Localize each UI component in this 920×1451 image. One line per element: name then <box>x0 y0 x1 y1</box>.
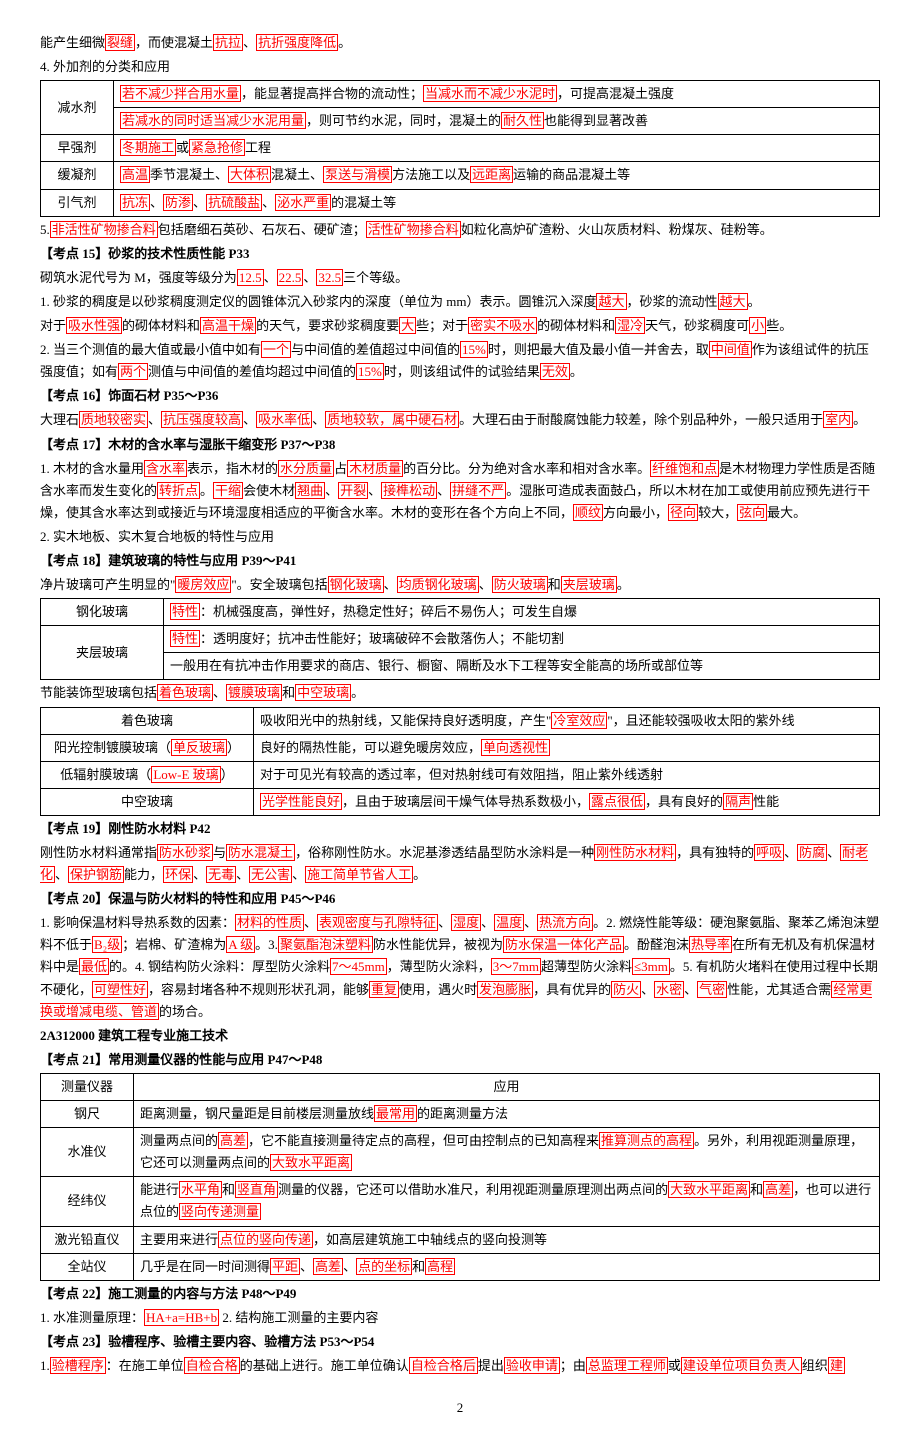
kd19-body: 刚性防水材料通常指防水砂浆与防水混凝土，俗称刚性防水。水泥基渗透结晶型防水涂料是… <box>40 842 880 886</box>
kd16-title: 【考点 16】饰面石材 P35～P36 <box>40 385 880 407</box>
kd23-body: 1.验槽程序：在施工单位自检合格的基础上进行。施工单位确认自检合格后提出验收申请… <box>40 1355 880 1377</box>
kd17-body: 1. 木材的含水量用含水率表示，指木材的水分质量占木材质量的百分比。分为绝对含水… <box>40 458 880 524</box>
table-row: 引气剂 抗冻、防渗、抗硫酸盐、泌水严重的混凝土等 <box>41 189 880 216</box>
kd15-l1: 砌筑水泥代号为 M，强度等级分为12.5、22.5、32.5三个等级。 <box>40 267 880 289</box>
table-row: 早强剂 冬期施工或紧急抢修工程 <box>41 135 880 162</box>
kd20-body: 1. 影响保温材料导热系数的因素：材料的性质、表观密度与孔隙特征、湿度、温度、热… <box>40 912 880 1022</box>
table-row: 一般用在有抗冲击作用要求的商店、银行、橱窗、隔断及水下工程等安全能高的场所或部位… <box>41 653 880 680</box>
glass-table1: 钢化玻璃 特性：机械强度高，弹性好，热稳定性好；碎后不易伤人；可发生自爆 夹层玻… <box>40 598 880 680</box>
table-row: 水准仪 测量两点间的高差，它不能直接测量待定点的高程，但可由控制点的已知高程来推… <box>41 1128 880 1177</box>
kd22-body: 1. 水准测量原理：HA+a=HB+b 2. 结构施工测量的主要内容 <box>40 1307 880 1329</box>
table-row: 着色玻璃 吸收阳光中的热射线，又能保持良好透明度，产生"冷室效应"，且还能较强吸… <box>41 707 880 734</box>
intro-line2: 4. 外加剂的分类和应用 <box>40 56 880 78</box>
kd18-l1: 净片玻璃可产生明显的"暖房效应"。安全玻璃包括钢化玻璃、均质钢化玻璃、防火玻璃和… <box>40 574 880 596</box>
table-row: 阳光控制镀膜玻璃（单反玻璃） 良好的隔热性能，可以避免暖房效应，单向透视性 <box>41 734 880 761</box>
kd19-title: 【考点 19】刚性防水材料 P42 <box>40 818 880 840</box>
glass-table2: 着色玻璃 吸收阳光中的热射线，又能保持良好透明度，产生"冷室效应"，且还能较强吸… <box>40 707 880 816</box>
kd21-title: 【考点 21】常用测量仪器的性能与应用 P47～P48 <box>40 1049 880 1071</box>
kd15-title: 【考点 15】砂浆的技术性质性能 P33 <box>40 243 880 265</box>
table-row: 全站仪 几乎是在同一时间测得平距、高差、点的坐标和高程 <box>41 1253 880 1280</box>
kd20-title: 【考点 20】保温与防火材料的特性和应用 P45～P46 <box>40 888 880 910</box>
kd23-title: 【考点 23】验槽程序、验槽主要内容、验槽方法 P53～P54 <box>40 1331 880 1353</box>
table-row: 缓凝剂 高温季节混凝土、大体积混凝土、泵送与滑模方法施工以及远距离运输的商品混凝… <box>41 162 880 189</box>
additive-table: 减水剂 若不减少拌合用水量，能显著提高拌合物的流动性；当减水而不减少水泥时，可提… <box>40 80 880 216</box>
table-row: 测量仪器 应用 <box>41 1073 880 1100</box>
kd22-title: 【考点 22】施工测量的内容与方法 P48～P49 <box>40 1283 880 1305</box>
intro-line1: 能产生细微裂缝，而使混凝土抗拉、抗折强度降低。 <box>40 32 880 54</box>
table-row: 夹层玻璃 特性：透明度好；抗冲击性能好；玻璃破碎不会散落伤人；不能切割 <box>41 626 880 653</box>
table-row: 钢化玻璃 特性：机械强度高，弹性好，热稳定性好；碎后不易伤人；可发生自爆 <box>41 599 880 626</box>
kd18-title: 【考点 18】建筑玻璃的特性与应用 P39～P41 <box>40 550 880 572</box>
table-row: 低辐射膜玻璃（Low-E 玻璃） 对于可见光有较高的透过率，但对热射线可有效阻挡… <box>41 761 880 788</box>
page-number: 2 <box>40 1397 880 1419</box>
table-row: 中空玻璃 光学性能良好，且由于玻璃层间干燥气体导热系数极小，露点很低，具有良好的… <box>41 788 880 815</box>
kd15-l3: 对于吸水性强的砌体材料和高温干燥的天气，要求砂浆稠度要大些；对于密实不吸水的砌体… <box>40 315 880 337</box>
kd15-l2: 1. 砂浆的稠度是以砂浆稠度测定仪的圆锥体沉入砂浆内的深度（单位为 mm）表示。… <box>40 291 880 313</box>
instrument-table: 测量仪器 应用 钢尺 距离测量，钢尺量距是目前楼层测量放线最常用的距离测量方法 … <box>40 1073 880 1281</box>
section2-title: 2A312000 建筑工程专业施工技术 <box>40 1025 880 1047</box>
table-row: 经纬仪 能进行水平角和竖直角测量的仪器，它还可以借助水准尺，利用视距测量原理测出… <box>41 1177 880 1226</box>
kd15-l4: 2. 当三个测值的最大值或最小值中如有一个与中间值的差值超过中间值的15%时，则… <box>40 339 880 383</box>
point5: 5.非活性矿物掺合料包括磨细石英砂、石灰石、硬矿渣；活性矿物掺合料如粒化高炉矿渣… <box>40 219 880 241</box>
table-row: 若减水的同时适当减少水泥用量，则可节约水泥，同时，混凝土的耐久性也能得到显著改善 <box>41 108 880 135</box>
p18b: 节能装饰型玻璃包括着色玻璃、镀膜玻璃和中空玻璃。 <box>40 682 880 704</box>
table-row: 激光铅直仪 主要用来进行点位的竖向传递，如高层建筑施工中轴线点的竖向投测等 <box>41 1226 880 1253</box>
table-row: 减水剂 若不减少拌合用水量，能显著提高拌合物的流动性；当减水而不减少水泥时，可提… <box>41 81 880 108</box>
table-row: 钢尺 距离测量，钢尺量距是目前楼层测量放线最常用的距离测量方法 <box>41 1101 880 1128</box>
kd17-l2: 2. 实木地板、实木复合地板的特性与应用 <box>40 526 880 548</box>
kd17-title: 【考点 17】木材的含水率与湿胀干缩变形 P37～P38 <box>40 434 880 456</box>
kd16-body: 大理石质地较密实、抗压强度较高、吸水率低、质地较软，属中硬石材。大理石由于耐酸腐… <box>40 409 880 431</box>
